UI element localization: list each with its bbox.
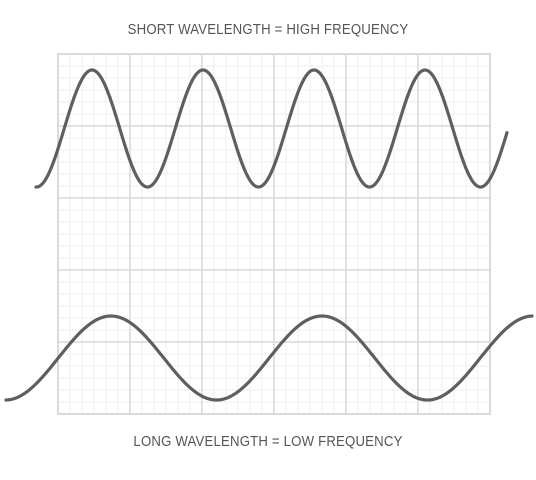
short-wavelength-caption: SHORT WAVELENGTH = HIGH FREQUENCY: [127, 21, 409, 38]
grid-border: [57, 53, 491, 415]
long-wavelength-caption: LONG WAVELENGTH = LOW FREQUENCY: [133, 433, 403, 450]
long-wave: [4, 314, 534, 402]
short-wave: [34, 68, 509, 189]
background-grid: [57, 53, 491, 415]
